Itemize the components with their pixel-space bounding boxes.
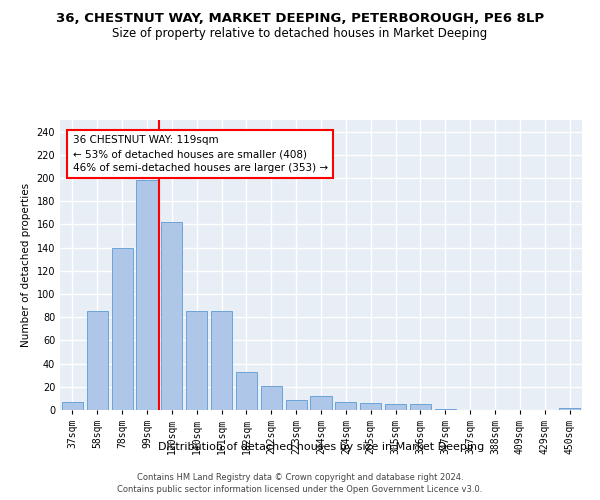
- Bar: [161, 222, 182, 410]
- Bar: [360, 403, 381, 410]
- Bar: [410, 404, 431, 410]
- Bar: [236, 372, 257, 410]
- Bar: [261, 386, 282, 410]
- Y-axis label: Number of detached properties: Number of detached properties: [21, 183, 31, 347]
- Bar: [385, 404, 406, 410]
- Bar: [335, 402, 356, 410]
- Text: Size of property relative to detached houses in Market Deeping: Size of property relative to detached ho…: [112, 28, 488, 40]
- Text: 36 CHESTNUT WAY: 119sqm
← 53% of detached houses are smaller (408)
46% of semi-d: 36 CHESTNUT WAY: 119sqm ← 53% of detache…: [73, 135, 328, 173]
- Bar: [112, 248, 133, 410]
- Bar: [211, 312, 232, 410]
- Bar: [435, 409, 456, 410]
- Text: 36, CHESTNUT WAY, MARKET DEEPING, PETERBOROUGH, PE6 8LP: 36, CHESTNUT WAY, MARKET DEEPING, PETERB…: [56, 12, 544, 26]
- Text: Contains public sector information licensed under the Open Government Licence v3: Contains public sector information licen…: [118, 484, 482, 494]
- Text: Contains HM Land Registry data © Crown copyright and database right 2024.: Contains HM Land Registry data © Crown c…: [137, 473, 463, 482]
- Text: Distribution of detached houses by size in Market Deeping: Distribution of detached houses by size …: [158, 442, 484, 452]
- Bar: [62, 402, 83, 410]
- Bar: [310, 396, 332, 410]
- Bar: [286, 400, 307, 410]
- Bar: [186, 312, 207, 410]
- Bar: [559, 408, 580, 410]
- Bar: [87, 312, 108, 410]
- Bar: [136, 180, 158, 410]
